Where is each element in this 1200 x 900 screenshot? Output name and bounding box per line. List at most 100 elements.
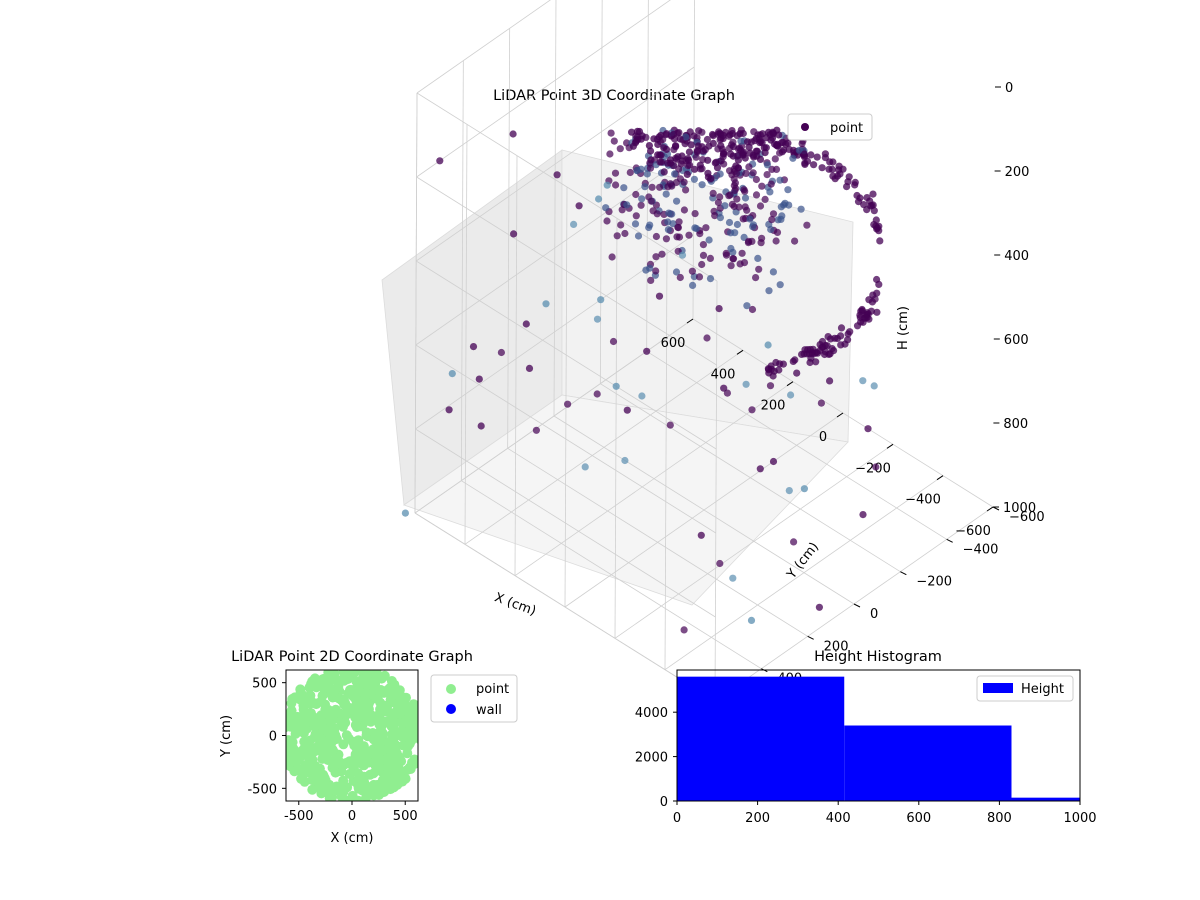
point-3d-420 — [689, 281, 697, 289]
point-2d-253 — [362, 670, 373, 680]
point-3d-450 — [675, 218, 683, 226]
point-3d-631 — [581, 463, 589, 471]
point-3d-232 — [646, 221, 654, 229]
point-3d-5 — [793, 369, 801, 377]
point-3d-464 — [623, 201, 631, 209]
point-3d-610 — [697, 531, 705, 539]
point-3d-575 — [717, 142, 725, 150]
histogram-title: Height Histogram — [814, 649, 942, 665]
point-2d-492 — [390, 744, 401, 755]
point-3d-479 — [755, 265, 763, 273]
point-3d-593 — [757, 137, 765, 145]
point-3d-538 — [676, 135, 684, 143]
histogram-bar-1 — [844, 725, 1012, 801]
histogram-frame — [676, 669, 1081, 802]
point-2d-552 — [333, 754, 344, 765]
point-3d-621 — [769, 457, 778, 466]
point-3d-599 — [826, 377, 834, 385]
chart-3d: LiDAR Point 3D Coordinate Graph −600 −400… — [381, 0, 1045, 719]
x-tick-3d-6 — [686, 318, 694, 324]
point-3d-413 — [727, 262, 735, 270]
point-2d-582 — [372, 710, 383, 721]
z-tick-label-3d-3: 600 — [1004, 333, 1029, 348]
point-3d-406 — [716, 170, 724, 178]
point-3d-209 — [754, 254, 762, 262]
grid-back-x-3 — [564, 186, 568, 608]
y-tick-3d-2 — [900, 571, 907, 576]
point-3d-584 — [736, 130, 744, 138]
histogram-ticks: 0 200 400 600 800 1000 0 2000 4000 — [635, 706, 1097, 826]
point-3d-489 — [699, 241, 708, 249]
point-2d-589 — [324, 723, 335, 734]
point-2d-133 — [324, 793, 335, 801]
point-3d-573 — [650, 135, 658, 143]
x-tick-label-3d-4: 200 — [761, 399, 786, 414]
point-3d-265 — [612, 181, 620, 189]
point-3d-652 — [748, 406, 756, 414]
point-3d-594 — [647, 156, 655, 164]
point-3d-262 — [632, 212, 640, 220]
point-3d-488 — [671, 170, 679, 178]
point-3d-617 — [436, 157, 444, 165]
point-3d-372 — [665, 209, 673, 217]
grid-back-x-4 — [514, 155, 518, 576]
legend-2d-label-wall: wall — [476, 703, 502, 718]
point-2d-513 — [360, 687, 371, 698]
grid-left-y-3 — [553, 0, 557, 417]
point-2d-505 — [383, 737, 394, 748]
point-3d-18 — [873, 308, 881, 316]
point-3d-388 — [675, 233, 684, 241]
point-2d-372 — [290, 728, 301, 739]
point-2d-487 — [379, 687, 389, 698]
point-3d-469 — [606, 150, 614, 158]
point-2d-462 — [295, 748, 306, 759]
point-3d-473 — [725, 132, 733, 140]
point-3d-320 — [749, 169, 757, 177]
ticks-2d: -500 0 500 500 0 -500 — [247, 677, 417, 824]
point-3d-107 — [807, 151, 815, 159]
y-tick-label-3d-0: −600 — [1009, 510, 1045, 525]
point-3d-172 — [798, 350, 806, 358]
legend-histogram-swatch — [983, 683, 1013, 693]
point-3d-589 — [774, 142, 782, 150]
point-2d-438 — [359, 796, 369, 801]
point-3d-68 — [810, 161, 818, 169]
grid-back-x-1 — [664, 249, 668, 670]
point-3d-646 — [817, 399, 826, 407]
axes-3d: −600−400−2000200400600−600−400−200020040… — [661, 81, 1045, 719]
point-3d-289 — [725, 218, 734, 227]
point-3d-190 — [652, 232, 661, 241]
pane-floor — [403, 394, 849, 606]
point-3d-144 — [837, 332, 845, 340]
point-3d-564 — [762, 134, 771, 142]
point-3d-155 — [821, 150, 830, 158]
point-3d-422 — [752, 175, 761, 184]
grid-3d — [414, 0, 994, 702]
point-3d-604 — [522, 320, 530, 328]
chart-histogram: Height Histogram 0 200 400 600 800 1000 0 2000 4… — [635, 649, 1097, 826]
point-3d-418 — [761, 195, 769, 203]
grid-left-y-4 — [507, 28, 511, 449]
point-3d-106 — [865, 296, 873, 304]
point-3d-142 — [831, 334, 839, 342]
point-2d-497 — [287, 737, 298, 748]
point-3d-533 — [672, 143, 680, 151]
point-3d-447 — [649, 207, 657, 215]
point-2d-588 — [368, 734, 379, 745]
y-tick-label-3d-4: 200 — [824, 639, 849, 654]
point-3d-592 — [683, 170, 691, 178]
point-3d-547 — [756, 155, 765, 163]
point-3d-644 — [593, 315, 602, 323]
grid-left-h-2 — [415, 66, 695, 262]
point-3d-626 — [643, 347, 651, 355]
legend-histogram: Height — [976, 675, 1074, 702]
point-3d-615 — [542, 300, 550, 308]
point-3d-457 — [688, 267, 697, 275]
point-2d-518 — [408, 716, 418, 727]
point-2d-595 — [318, 740, 329, 751]
grid-back-h-0 — [416, 92, 718, 282]
point-3d-620 — [477, 422, 485, 430]
point-3d-571 — [740, 148, 748, 156]
point-3d-611 — [756, 465, 764, 473]
point-3d-370 — [769, 268, 778, 276]
